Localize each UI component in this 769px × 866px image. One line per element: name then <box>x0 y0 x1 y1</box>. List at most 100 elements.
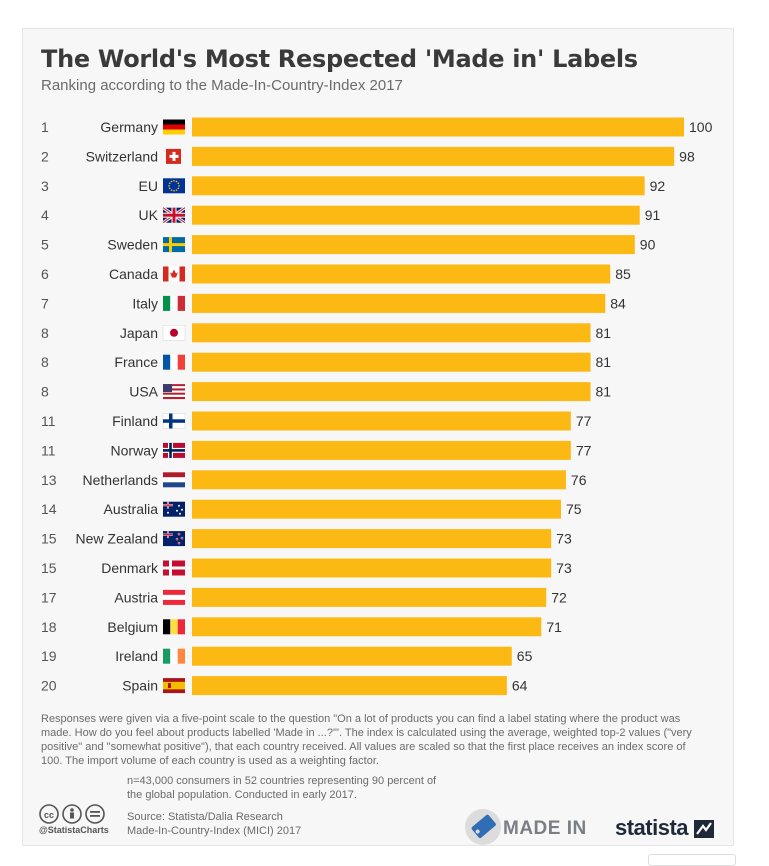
svg-text:cc: cc <box>44 810 54 820</box>
category-label: Austria <box>114 589 158 605</box>
chart-row: 14 Australia 75 <box>41 499 582 519</box>
source-line-1: Source: Statista/Dalia Research <box>127 811 283 823</box>
uk-flag-icon <box>162 206 186 224</box>
bar <box>192 646 512 666</box>
bar <box>192 293 606 313</box>
cc-handle: @StatistaCharts <box>39 825 109 835</box>
bar <box>192 176 645 196</box>
netherlands-flag-icon <box>163 472 185 488</box>
finland-flag-icon <box>162 413 186 429</box>
value-label: 98 <box>679 148 695 164</box>
source-note: Source: Statista/Dalia Research Made-In-… <box>127 810 447 838</box>
bar <box>192 676 507 696</box>
chart-row: 18 Belgium 71 <box>41 617 562 637</box>
chart-row: 6 Canada 85 <box>41 264 631 284</box>
australia-flag-icon <box>163 501 185 517</box>
category-label: Switzerland <box>86 148 158 164</box>
chart-row: 20 Spain 64 <box>41 676 528 696</box>
bar <box>192 499 561 519</box>
category-label: Sweden <box>107 237 158 253</box>
value-label: 75 <box>566 501 582 517</box>
ireland-flag-icon <box>163 648 185 664</box>
chart-row: 3 EU 92 <box>41 176 666 196</box>
eu-flag-icon <box>163 178 185 194</box>
bar-chart: 1 Germany 100 2 Switzerland 98 3 EU 92 4 UK 91 5 Swed… <box>41 117 713 696</box>
category-label: Spain <box>122 678 158 694</box>
chart-row: 11 Norway 77 <box>41 440 592 460</box>
bar <box>192 411 571 431</box>
bar <box>192 323 591 343</box>
chart-subtitle: Ranking according to the Made-In-Country… <box>41 77 403 94</box>
rank-label: 17 <box>41 589 57 605</box>
chart-row: 15 New Zealand 73 <box>41 529 572 549</box>
statista-mark-icon <box>694 820 714 838</box>
rank-label: 1 <box>41 119 49 135</box>
rank-label: 14 <box>41 501 57 517</box>
chart-row: 7 Italy 84 <box>41 293 626 313</box>
value-label: 91 <box>645 207 661 223</box>
category-label: Ireland <box>115 648 158 664</box>
value-label: 65 <box>517 648 533 664</box>
chart-title: The World's Most Respected 'Made in' Lab… <box>41 45 638 73</box>
statista-logo: statista <box>615 815 689 840</box>
bar <box>192 235 635 255</box>
value-label: 81 <box>596 325 612 341</box>
value-label: 92 <box>650 178 666 194</box>
value-label: 81 <box>596 384 612 400</box>
category-label: Finland <box>112 413 158 429</box>
infographic-card: The World's Most Respected 'Made in' Lab… <box>22 28 734 846</box>
category-label: Italy <box>132 295 158 311</box>
bar <box>192 529 552 549</box>
value-label: 73 <box>556 531 572 547</box>
bar <box>192 117 684 137</box>
italy-flag-icon <box>163 295 185 311</box>
bar <box>192 382 591 402</box>
scroll-widget <box>648 854 736 866</box>
norway-flag-icon <box>163 442 185 458</box>
value-label: 73 <box>556 560 572 576</box>
france-flag-icon <box>163 354 185 370</box>
sample-note: n=43,000 consumers in 52 countries repre… <box>127 775 437 801</box>
bar <box>192 205 640 225</box>
category-label: New Zealand <box>76 531 159 547</box>
chart-row: 13 Netherlands 76 <box>41 470 587 490</box>
value-label: 81 <box>596 354 612 370</box>
rank-label: 8 <box>41 384 49 400</box>
value-label: 64 <box>512 678 528 694</box>
chart-row: 4 UK 91 <box>41 205 661 225</box>
value-label: 76 <box>571 472 587 488</box>
category-label: Norway <box>111 442 158 458</box>
rank-label: 6 <box>41 266 49 282</box>
value-label: 90 <box>640 237 656 253</box>
canada-flag-icon <box>163 266 185 282</box>
value-label: 71 <box>546 619 562 635</box>
bar <box>192 440 571 460</box>
rank-label: 20 <box>41 678 57 694</box>
usa-flag-icon <box>163 384 185 400</box>
category-label: Australia <box>104 501 159 517</box>
category-label: Denmark <box>101 560 159 576</box>
category-label: France <box>114 354 158 370</box>
bar <box>192 264 611 284</box>
category-label: USA <box>129 384 158 400</box>
rank-label: 7 <box>41 295 49 311</box>
category-label: Germany <box>100 119 158 135</box>
rank-label: 8 <box>41 325 49 341</box>
bar <box>192 587 547 607</box>
chart-row: 8 France 81 <box>41 352 612 372</box>
rank-label: 18 <box>41 619 57 635</box>
rank-label: 2 <box>41 148 49 164</box>
creative-commons-icon: cc <box>39 804 105 824</box>
chart-row: 15 Denmark 73 <box>41 558 572 578</box>
bar <box>192 352 591 372</box>
source-line-2: Made-In-Country-Index (MICI) 2017 <box>127 825 302 837</box>
japan-flag-icon <box>162 324 186 341</box>
germany-flag-icon <box>163 119 185 135</box>
chart-row: 17 Austria 72 <box>41 587 567 607</box>
rank-label: 11 <box>41 413 56 429</box>
bar <box>192 470 566 490</box>
chart-row: 1 Germany 100 <box>41 117 713 137</box>
denmark-flag-icon <box>163 560 185 576</box>
chart-row: 8 Japan 81 <box>41 323 612 343</box>
bar <box>192 617 542 637</box>
